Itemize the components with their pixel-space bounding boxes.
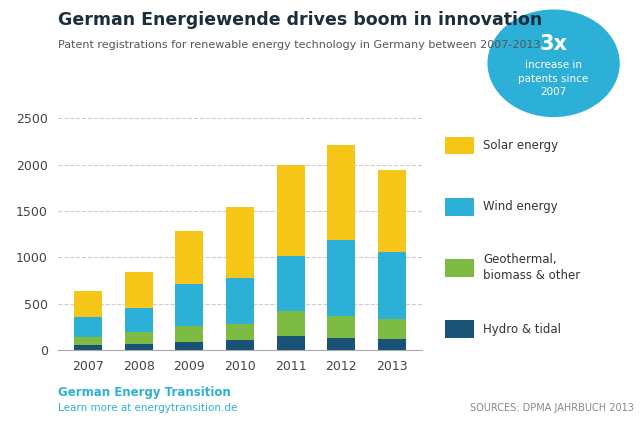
Bar: [226, 279, 254, 324]
Bar: [175, 342, 204, 350]
Bar: [125, 272, 153, 308]
Bar: [276, 165, 305, 256]
Bar: [74, 337, 102, 345]
Text: Hydro & tidal: Hydro & tidal: [483, 323, 561, 335]
Bar: [175, 231, 204, 284]
Bar: [276, 336, 305, 350]
Bar: [125, 344, 153, 350]
Text: Patent registrations for renewable energy technology in Germany between 2007-201: Patent registrations for renewable energ…: [58, 40, 540, 50]
Text: German Energiewende drives boom in innovation: German Energiewende drives boom in innov…: [58, 11, 542, 29]
Bar: [175, 284, 204, 326]
Bar: [276, 256, 305, 311]
Bar: [378, 252, 406, 319]
Ellipse shape: [486, 8, 621, 118]
Text: Learn more at energytransition.de: Learn more at energytransition.de: [58, 403, 237, 413]
Text: SOURCES: DPMA JAHRBUCH 2013: SOURCES: DPMA JAHRBUCH 2013: [470, 403, 634, 413]
Bar: [276, 311, 305, 336]
Bar: [125, 332, 153, 344]
Text: Geothermal,
biomass & other: Geothermal, biomass & other: [483, 254, 580, 282]
Bar: [327, 240, 355, 316]
Bar: [226, 324, 254, 340]
Bar: [226, 207, 254, 279]
Bar: [74, 345, 102, 350]
Bar: [175, 326, 204, 342]
Text: Solar energy: Solar energy: [483, 139, 558, 152]
Text: Wind energy: Wind energy: [483, 200, 558, 213]
Bar: [378, 339, 406, 350]
Bar: [125, 308, 153, 332]
Text: 3x: 3x: [540, 34, 568, 54]
Bar: [74, 317, 102, 337]
Bar: [378, 170, 406, 252]
Text: German Energy Transition: German Energy Transition: [58, 386, 230, 399]
Bar: [327, 338, 355, 350]
Bar: [327, 145, 355, 240]
Bar: [226, 340, 254, 350]
Bar: [74, 291, 102, 317]
Bar: [327, 316, 355, 338]
Bar: [378, 319, 406, 339]
Text: increase in
patents since
2007: increase in patents since 2007: [518, 60, 589, 97]
